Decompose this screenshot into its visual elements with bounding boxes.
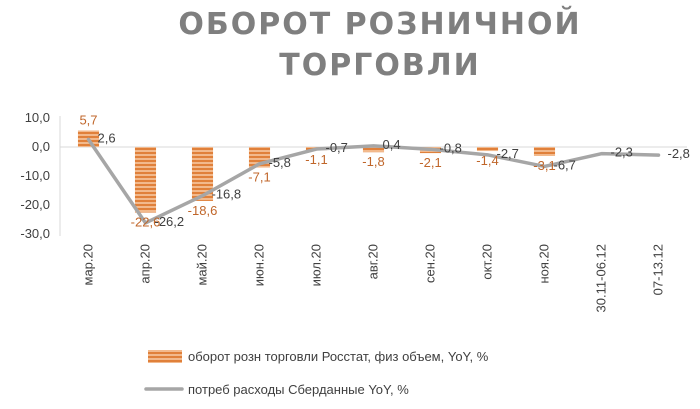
x-tick-label: мар.20 bbox=[81, 244, 96, 285]
line-point bbox=[543, 164, 546, 168]
bar bbox=[362, 147, 385, 153]
x-tick-label: ноя.20 bbox=[537, 244, 552, 284]
bar-value-label: -18,6 bbox=[188, 203, 218, 218]
line-value-label: -2,8 bbox=[668, 146, 690, 161]
legend-bar-swatch bbox=[148, 350, 182, 363]
bar-value-label: -1,8 bbox=[362, 154, 384, 169]
line-point bbox=[429, 147, 432, 151]
line-point bbox=[87, 137, 90, 141]
bar bbox=[134, 147, 157, 213]
legend-bar-label: оборот розн торговли Росстат, физ объем,… bbox=[188, 349, 489, 364]
y-tick-label: -20,0 bbox=[20, 197, 50, 212]
y-tick-label: -30,0 bbox=[20, 226, 50, 241]
line-point bbox=[144, 221, 147, 225]
bar-value-label: -1,4 bbox=[476, 153, 498, 168]
x-tick-label: апр.20 bbox=[138, 244, 153, 284]
line-point bbox=[201, 194, 204, 198]
x-tick-label: 07-13.12 bbox=[651, 244, 666, 295]
x-tick-label: окт.20 bbox=[480, 244, 495, 280]
line-value-label: -0,7 bbox=[326, 140, 348, 155]
data-labels: 5,7 -22,6 -18,6 -7,1 -1,1 -1,8 -2,1 -1,4 -3,1 2,6… bbox=[79, 112, 689, 229]
line-value-label: -5,8 bbox=[269, 155, 291, 170]
line-value-label: -16,8 bbox=[212, 187, 242, 202]
x-tick-label: авг.20 bbox=[366, 244, 381, 279]
y-tick-label: 10,0 bbox=[25, 110, 50, 125]
x-tick-label: сен.20 bbox=[423, 244, 438, 283]
bar-series bbox=[77, 130, 556, 213]
line-point bbox=[600, 152, 603, 156]
line-point bbox=[372, 144, 375, 148]
bar-value-label: -1,1 bbox=[305, 152, 327, 167]
line-point bbox=[486, 153, 489, 157]
bar bbox=[191, 147, 214, 201]
x-tick-label: июн.20 bbox=[252, 244, 267, 286]
axes: 10,0 0,0 -10,0 -20,0 -30,0 мар.20 апр.20 май.20… bbox=[20, 110, 687, 312]
line-value-label: -0,8 bbox=[440, 140, 462, 155]
x-tick-label: 30.11-06.12 bbox=[594, 244, 609, 312]
line-value-label: -2,3 bbox=[611, 145, 633, 160]
chart-title: ОБОРОТ РОЗНИЧНОЙ ТОРГОВЛИ bbox=[178, 7, 582, 83]
bar-value-label: -22,6 bbox=[131, 215, 161, 230]
line-value-label: -6,7 bbox=[554, 157, 576, 172]
line-point bbox=[657, 153, 660, 157]
y-tick-label: -10,0 bbox=[20, 168, 50, 183]
x-tick-label: май.20 bbox=[195, 244, 210, 286]
y-tick-label: 0,0 bbox=[32, 139, 50, 154]
legend-line-label: потреб расходы Сберданные YoY, % bbox=[188, 382, 409, 397]
line-value-label: 2,6 bbox=[98, 130, 116, 145]
bar bbox=[476, 147, 499, 152]
legend: оборот розн торговли Росстат, физ объем,… bbox=[144, 349, 489, 397]
line-point bbox=[315, 147, 318, 151]
line-series bbox=[86, 137, 661, 225]
line-value-label: 0,4 bbox=[383, 137, 401, 152]
bar-value-label: 5,7 bbox=[79, 112, 97, 127]
x-tick-label: июл.20 bbox=[309, 244, 324, 286]
bar-value-label: -7,1 bbox=[248, 170, 270, 185]
bar bbox=[533, 147, 556, 156]
line-value-label: -2,7 bbox=[497, 146, 519, 161]
line-value-label: -26,2 bbox=[155, 214, 185, 229]
line-point bbox=[258, 162, 261, 166]
bar-value-label: -3,1 bbox=[533, 158, 555, 173]
bar-value-label: -2,1 bbox=[419, 155, 441, 170]
